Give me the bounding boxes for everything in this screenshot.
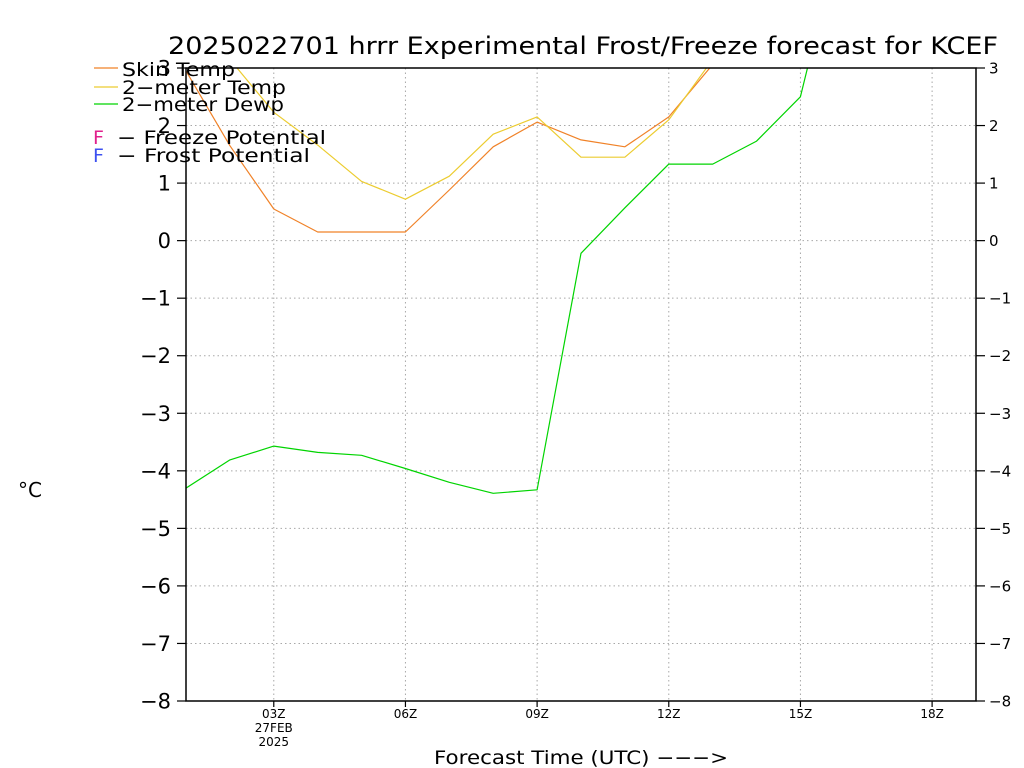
y-tick-label-right: 1 (989, 175, 999, 193)
y-tick-label-left: −8 (140, 690, 171, 714)
y-tick-label-left: 1 (158, 172, 171, 196)
series-line-2-meter-temp (236, 68, 708, 200)
y-tick-label-left: −7 (140, 632, 171, 656)
y-tick-label-left: 2 (158, 114, 171, 138)
x-date-label: 27FEB (255, 721, 293, 735)
y-tick-label-right: −4 (989, 462, 1011, 480)
x-tick-label: 15Z (789, 707, 813, 721)
y-tick-label-left: −3 (140, 402, 171, 426)
legend-label-2-meter-dewp: 2−meter Dewp (122, 94, 284, 116)
y-tick-label-left: 0 (158, 229, 171, 253)
y-tick-label-right: 2 (989, 117, 999, 135)
y-tick-label-right: 3 (989, 60, 999, 78)
y-tick-label-right: −1 (989, 290, 1011, 308)
tick-label-layer: −8 −8 −7 −7 −6 −6 −5 −5 −4 −4 −3 −3 −2 −2 −1 −1 0 0 1 1 2 2 3 3… (140, 57, 1011, 750)
y-tick-label-right: −8 (989, 693, 1011, 711)
y-tick-label-left: 3 (158, 57, 171, 81)
y-tick-label-right: −7 (989, 635, 1011, 653)
legend-freeze-letter: F (93, 127, 104, 149)
legend-label-2-meter-temp: 2−meter Temp (122, 77, 286, 99)
x-axis-label: Forecast Time (UTC) −−−> (434, 747, 728, 768)
y-tick-label-left: −5 (140, 517, 171, 541)
y-tick-label-left: −4 (140, 459, 171, 483)
series-line-skin-temp (186, 68, 711, 233)
plot-frame (185, 67, 977, 702)
legend-frost-label: − Frost Potential (117, 145, 310, 167)
chart-title: 2025022701 hrrr Experimental Frost/Freez… (168, 32, 998, 60)
x-tick-label: 06Z (394, 707, 418, 721)
legend-label-skin-temp: Skin Temp (122, 59, 235, 81)
x-tick-label: 18Z (920, 707, 944, 721)
series-line-2-meter-dewp (186, 68, 809, 494)
legend-freeze-label: − Freeze Potential (117, 127, 326, 149)
y-tick-label-left: −2 (140, 344, 171, 368)
y-axis-label: °C (18, 478, 42, 502)
y-tick-label-right: −6 (989, 577, 1011, 595)
tick-layer (177, 67, 985, 707)
legend: Skin Temp 2−meter Temp 2−meter Dewp F − … (93, 59, 326, 167)
y-tick-label-right: 0 (989, 232, 999, 250)
y-tick-label-left: −1 (140, 287, 171, 311)
x-tick-label: 09Z (525, 707, 549, 721)
grid-layer (186, 68, 976, 701)
y-tick-label-left: −6 (140, 574, 171, 598)
y-tick-label-right: −2 (989, 347, 1011, 365)
x-tick-label: 03Z (262, 707, 286, 721)
x-date-label: 2025 (259, 735, 290, 749)
y-tick-label-right: −5 (989, 520, 1011, 538)
series-layer (186, 68, 809, 494)
legend-frost-letter: F (93, 145, 104, 167)
y-tick-label-right: −3 (989, 405, 1011, 423)
x-tick-label: 12Z (657, 707, 681, 721)
